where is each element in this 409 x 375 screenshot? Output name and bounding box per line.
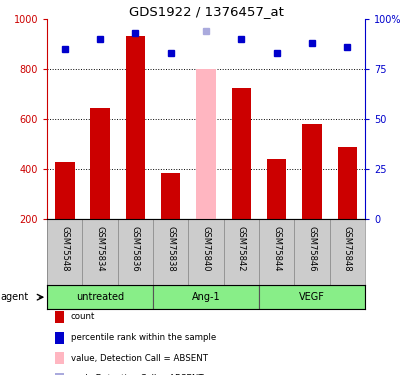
Text: Ang-1: Ang-1 bbox=[191, 292, 220, 302]
Text: GSM75848: GSM75848 bbox=[342, 226, 351, 272]
Bar bbox=[196, 69, 215, 219]
Bar bbox=[55, 162, 74, 219]
Text: GSM75836: GSM75836 bbox=[130, 226, 139, 272]
Bar bbox=[47, 285, 153, 309]
Text: count: count bbox=[70, 312, 94, 321]
Text: agent: agent bbox=[1, 292, 29, 302]
Text: GSM75842: GSM75842 bbox=[236, 226, 245, 272]
Text: GSM75840: GSM75840 bbox=[201, 226, 210, 272]
Text: untreated: untreated bbox=[76, 292, 124, 302]
Bar bbox=[126, 36, 145, 219]
Bar bbox=[90, 108, 110, 219]
Bar bbox=[223, 219, 258, 285]
Text: value, Detection Call = ABSENT: value, Detection Call = ABSENT bbox=[70, 354, 207, 363]
Text: rank, Detection Call = ABSENT: rank, Detection Call = ABSENT bbox=[70, 374, 202, 375]
Text: GSM75846: GSM75846 bbox=[307, 226, 316, 272]
Bar bbox=[329, 219, 364, 285]
Bar bbox=[301, 124, 321, 219]
Text: percentile rank within the sample: percentile rank within the sample bbox=[70, 333, 215, 342]
Bar bbox=[161, 173, 180, 219]
Title: GDS1922 / 1376457_at: GDS1922 / 1376457_at bbox=[128, 4, 283, 18]
Text: GSM75844: GSM75844 bbox=[272, 226, 281, 272]
Bar bbox=[266, 159, 285, 219]
Bar bbox=[117, 219, 153, 285]
Text: GSM75548: GSM75548 bbox=[60, 226, 69, 272]
Text: GSM75834: GSM75834 bbox=[95, 226, 104, 272]
Bar bbox=[188, 219, 223, 285]
Bar bbox=[153, 285, 258, 309]
Bar bbox=[294, 219, 329, 285]
Bar bbox=[258, 285, 364, 309]
Text: VEGF: VEGF bbox=[298, 292, 324, 302]
Bar bbox=[47, 219, 82, 285]
Bar bbox=[153, 219, 188, 285]
Text: GSM75838: GSM75838 bbox=[166, 226, 175, 272]
Bar bbox=[258, 219, 294, 285]
Bar bbox=[337, 147, 356, 219]
Bar bbox=[82, 219, 117, 285]
Bar bbox=[231, 88, 250, 219]
